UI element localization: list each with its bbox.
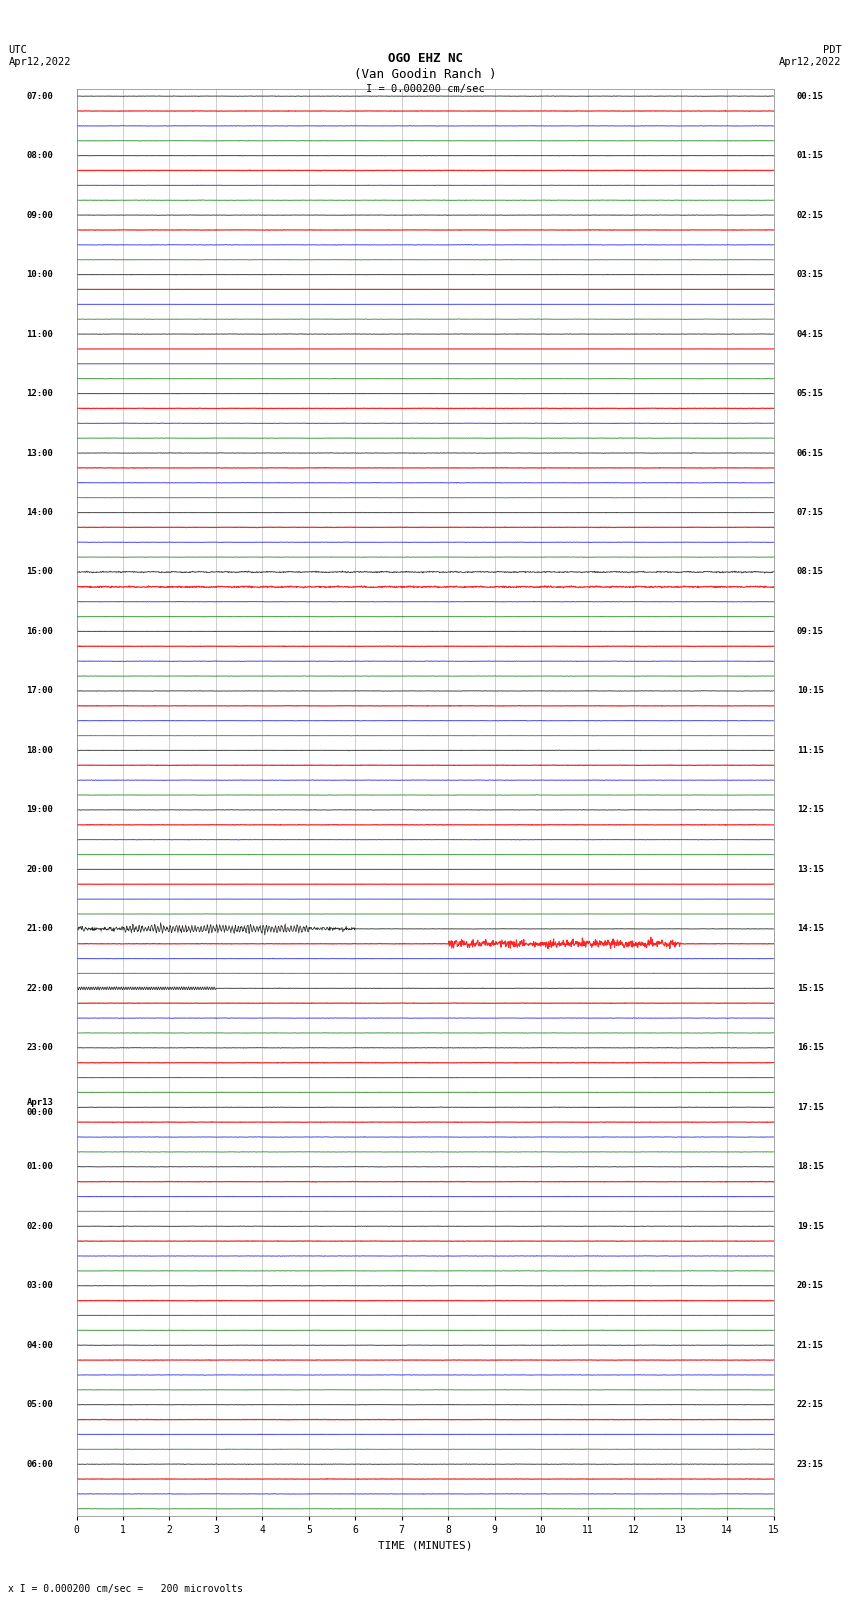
Text: 20:00: 20:00 <box>26 865 54 874</box>
Text: 22:00: 22:00 <box>26 984 54 994</box>
Text: 13:00: 13:00 <box>26 448 54 458</box>
Text: 21:15: 21:15 <box>796 1340 824 1350</box>
Text: 09:00: 09:00 <box>26 211 54 219</box>
Text: 12:15: 12:15 <box>796 805 824 815</box>
Text: 03:15: 03:15 <box>796 269 824 279</box>
Text: 14:00: 14:00 <box>26 508 54 518</box>
Text: 19:00: 19:00 <box>26 805 54 815</box>
Text: 11:15: 11:15 <box>796 745 824 755</box>
Text: 21:00: 21:00 <box>26 924 54 934</box>
Text: 03:00: 03:00 <box>26 1281 54 1290</box>
Text: 13:15: 13:15 <box>796 865 824 874</box>
Text: OGO EHZ NC: OGO EHZ NC <box>388 52 462 65</box>
Text: 02:15: 02:15 <box>796 211 824 219</box>
Text: 09:15: 09:15 <box>796 627 824 636</box>
Text: 01:15: 01:15 <box>796 152 824 160</box>
Text: 02:00: 02:00 <box>26 1221 54 1231</box>
Text: 11:00: 11:00 <box>26 329 54 339</box>
Text: I = 0.000200 cm/sec: I = 0.000200 cm/sec <box>366 84 484 94</box>
Text: 10:00: 10:00 <box>26 269 54 279</box>
Text: 05:00: 05:00 <box>26 1400 54 1410</box>
Text: Apr13
00:00: Apr13 00:00 <box>26 1097 54 1116</box>
Text: 16:15: 16:15 <box>796 1044 824 1052</box>
X-axis label: TIME (MINUTES): TIME (MINUTES) <box>377 1540 473 1550</box>
Text: 16:00: 16:00 <box>26 627 54 636</box>
Text: 23:15: 23:15 <box>796 1460 824 1469</box>
Text: 17:00: 17:00 <box>26 687 54 695</box>
Text: 07:00: 07:00 <box>26 92 54 100</box>
Text: 04:15: 04:15 <box>796 329 824 339</box>
Text: 15:15: 15:15 <box>796 984 824 994</box>
Text: 15:00: 15:00 <box>26 568 54 576</box>
Text: x I = 0.000200 cm/sec =   200 microvolts: x I = 0.000200 cm/sec = 200 microvolts <box>8 1584 243 1594</box>
Text: 18:00: 18:00 <box>26 745 54 755</box>
Text: 23:00: 23:00 <box>26 1044 54 1052</box>
Text: PDT
Apr12,2022: PDT Apr12,2022 <box>779 45 842 66</box>
Text: 07:15: 07:15 <box>796 508 824 518</box>
Text: UTC
Apr12,2022: UTC Apr12,2022 <box>8 45 71 66</box>
Text: 08:00: 08:00 <box>26 152 54 160</box>
Text: 20:15: 20:15 <box>796 1281 824 1290</box>
Text: 14:15: 14:15 <box>796 924 824 934</box>
Text: 08:15: 08:15 <box>796 568 824 576</box>
Text: 10:15: 10:15 <box>796 687 824 695</box>
Text: 22:15: 22:15 <box>796 1400 824 1410</box>
Text: 01:00: 01:00 <box>26 1163 54 1171</box>
Text: 12:00: 12:00 <box>26 389 54 398</box>
Text: 17:15: 17:15 <box>796 1103 824 1111</box>
Text: 18:15: 18:15 <box>796 1163 824 1171</box>
Text: 05:15: 05:15 <box>796 389 824 398</box>
Text: 19:15: 19:15 <box>796 1221 824 1231</box>
Text: 00:15: 00:15 <box>796 92 824 100</box>
Text: (Van Goodin Ranch ): (Van Goodin Ranch ) <box>354 68 496 81</box>
Text: 06:00: 06:00 <box>26 1460 54 1469</box>
Text: 06:15: 06:15 <box>796 448 824 458</box>
Text: 04:00: 04:00 <box>26 1340 54 1350</box>
